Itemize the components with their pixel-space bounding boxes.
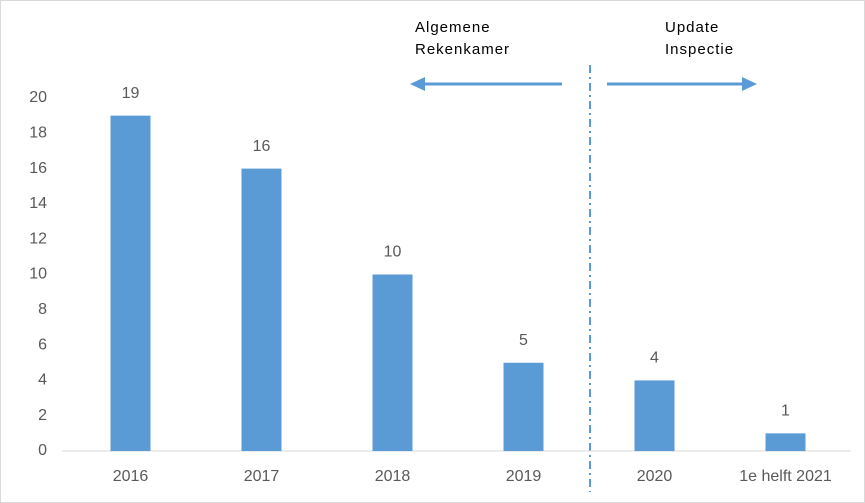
x-tick-label: 2017: [244, 468, 280, 485]
data-label: 5: [519, 332, 528, 349]
annotation: Inspectie: [665, 41, 734, 58]
annotation: Algemene: [415, 19, 491, 36]
y-tick-label: 20: [29, 89, 47, 106]
y-tick-label: 4: [38, 372, 47, 389]
x-tick-label: 2019: [506, 468, 542, 485]
y-tick-label: 0: [38, 442, 47, 459]
y-tick-label: 2: [38, 407, 47, 424]
bar: [372, 274, 413, 451]
y-tick-label: 16: [29, 160, 47, 177]
bar: [110, 115, 151, 452]
y-tick-label: 14: [29, 195, 47, 212]
y-tick-label: 6: [38, 336, 47, 353]
bar: [634, 380, 675, 451]
arrow-head: [742, 77, 757, 91]
y-tick-label: 12: [29, 230, 47, 247]
arrows: [410, 77, 757, 91]
data-label: 10: [384, 244, 402, 261]
arrow-head: [410, 77, 425, 91]
bar: [241, 168, 282, 451]
data-label: 1: [781, 403, 790, 420]
y-tick-label: 10: [29, 266, 47, 283]
x-tick-label: 2016: [113, 468, 149, 485]
data-label: 19: [122, 85, 140, 102]
y-tick-label: 8: [38, 301, 47, 318]
x-tick-label: 2018: [375, 468, 411, 485]
data-label: 16: [253, 138, 271, 155]
x-tick-label: 2020: [637, 468, 673, 485]
bar: [765, 433, 806, 451]
data-label: 4: [650, 350, 659, 367]
bar: [503, 362, 544, 451]
annotation: Update: [665, 19, 719, 36]
y-tick-label: 18: [29, 125, 47, 142]
annotation: Rekenkamer: [415, 41, 510, 58]
x-tick-label: 1e helft 2021: [739, 468, 832, 485]
